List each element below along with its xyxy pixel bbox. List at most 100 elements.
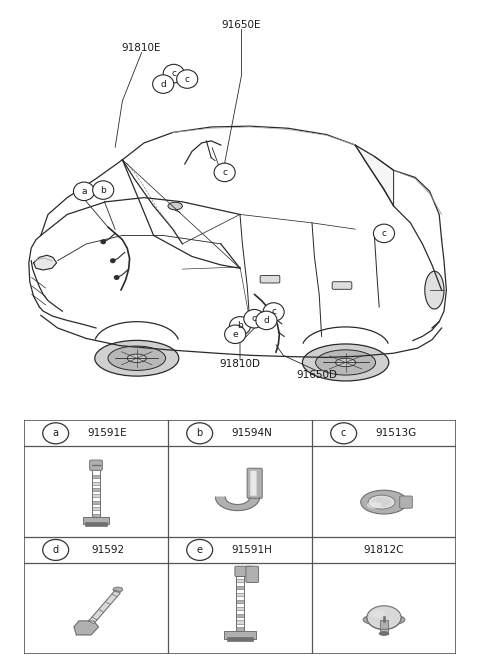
Circle shape <box>43 539 69 560</box>
Text: c: c <box>341 428 347 438</box>
Polygon shape <box>216 497 260 510</box>
Bar <box>92 495 100 497</box>
Text: c: c <box>222 168 227 177</box>
Ellipse shape <box>336 358 356 367</box>
Ellipse shape <box>379 631 389 635</box>
FancyBboxPatch shape <box>260 275 280 283</box>
Text: d: d <box>53 545 59 555</box>
FancyBboxPatch shape <box>83 517 109 524</box>
Bar <box>236 620 244 624</box>
Ellipse shape <box>127 354 146 363</box>
Ellipse shape <box>108 346 166 371</box>
Bar <box>236 579 244 582</box>
Bar <box>236 627 244 631</box>
Text: b: b <box>237 321 243 330</box>
Ellipse shape <box>367 613 401 622</box>
Circle shape <box>43 423 69 444</box>
Circle shape <box>114 275 120 280</box>
Bar <box>92 488 100 491</box>
Bar <box>236 600 244 603</box>
Polygon shape <box>367 618 401 629</box>
Text: b: b <box>100 185 106 194</box>
Circle shape <box>187 423 213 444</box>
Text: c: c <box>252 314 257 323</box>
Bar <box>383 616 385 622</box>
Text: 91594N: 91594N <box>231 428 272 438</box>
Text: 91591H: 91591H <box>231 545 272 555</box>
Text: c: c <box>271 307 276 317</box>
Circle shape <box>244 309 265 328</box>
Text: 91592: 91592 <box>91 545 124 555</box>
Ellipse shape <box>316 350 375 375</box>
Ellipse shape <box>372 497 391 507</box>
Bar <box>92 482 100 484</box>
Circle shape <box>331 423 357 444</box>
Circle shape <box>225 325 246 344</box>
FancyBboxPatch shape <box>85 522 107 526</box>
Circle shape <box>163 64 184 83</box>
Ellipse shape <box>367 606 401 629</box>
Circle shape <box>373 224 395 242</box>
Text: 91812C: 91812C <box>364 545 404 555</box>
Circle shape <box>100 239 106 244</box>
Text: a: a <box>81 187 87 196</box>
FancyBboxPatch shape <box>235 566 252 576</box>
Ellipse shape <box>361 490 407 514</box>
Circle shape <box>110 258 116 263</box>
Ellipse shape <box>371 610 385 618</box>
Text: 91513G: 91513G <box>375 428 416 438</box>
Polygon shape <box>355 145 394 206</box>
FancyBboxPatch shape <box>227 637 253 641</box>
FancyBboxPatch shape <box>400 496 412 509</box>
Polygon shape <box>89 590 120 623</box>
Bar <box>236 614 244 617</box>
Text: 91810E: 91810E <box>122 43 161 53</box>
Text: 91810D: 91810D <box>219 359 261 369</box>
Circle shape <box>73 182 95 200</box>
FancyBboxPatch shape <box>90 460 102 470</box>
Text: c: c <box>382 229 386 238</box>
Ellipse shape <box>302 344 389 381</box>
Circle shape <box>187 539 213 560</box>
Text: e: e <box>197 545 203 555</box>
Bar <box>92 469 100 517</box>
Text: 91591E: 91591E <box>88 428 127 438</box>
Bar <box>380 620 388 633</box>
Circle shape <box>177 70 198 88</box>
FancyBboxPatch shape <box>250 471 257 496</box>
Text: c: c <box>185 74 190 83</box>
Circle shape <box>256 311 277 330</box>
Text: d: d <box>160 79 166 89</box>
Ellipse shape <box>168 202 182 210</box>
Bar <box>92 514 100 517</box>
Text: d: d <box>264 316 269 325</box>
Text: b: b <box>196 428 203 438</box>
Bar <box>236 606 244 610</box>
Bar <box>92 501 100 504</box>
Bar <box>92 475 100 478</box>
Bar <box>236 593 244 596</box>
Bar <box>236 576 244 631</box>
Bar <box>92 507 100 510</box>
Bar <box>236 586 244 589</box>
Text: 91650D: 91650D <box>296 370 337 380</box>
Circle shape <box>93 181 114 199</box>
Circle shape <box>153 75 174 93</box>
Ellipse shape <box>425 271 444 309</box>
Text: a: a <box>53 428 59 438</box>
Ellipse shape <box>367 501 382 509</box>
Circle shape <box>263 303 284 321</box>
FancyBboxPatch shape <box>246 566 259 583</box>
Polygon shape <box>74 621 98 635</box>
Ellipse shape <box>95 340 179 376</box>
Ellipse shape <box>363 614 405 625</box>
Circle shape <box>229 317 251 335</box>
Circle shape <box>214 163 235 181</box>
Text: 91650E: 91650E <box>222 20 261 30</box>
Text: c: c <box>171 69 176 78</box>
Ellipse shape <box>368 495 395 509</box>
FancyBboxPatch shape <box>224 631 256 639</box>
Ellipse shape <box>113 587 123 592</box>
Text: e: e <box>232 330 238 339</box>
FancyBboxPatch shape <box>332 282 352 289</box>
